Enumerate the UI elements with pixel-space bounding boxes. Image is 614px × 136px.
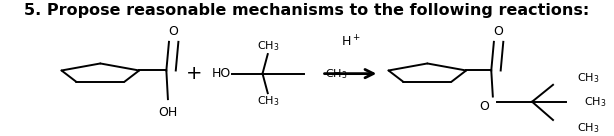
Text: CH$_3$: CH$_3$ (257, 94, 279, 108)
Text: HO: HO (212, 67, 231, 80)
Text: OH: OH (158, 106, 177, 119)
Text: CH$_3$: CH$_3$ (325, 67, 348, 81)
Text: H$^+$: H$^+$ (341, 35, 360, 50)
Text: CH$_3$: CH$_3$ (257, 39, 279, 53)
Text: CH$_3$: CH$_3$ (577, 71, 599, 85)
Text: O: O (479, 101, 489, 113)
Text: CH$_3$: CH$_3$ (585, 95, 607, 109)
Text: O: O (169, 25, 179, 38)
Text: +: + (186, 64, 203, 83)
Text: CH$_3$: CH$_3$ (577, 121, 599, 135)
Text: O: O (494, 25, 503, 38)
Text: 5. Propose reasonable mechanisms to the following reactions:: 5. Propose reasonable mechanisms to the … (25, 3, 589, 18)
